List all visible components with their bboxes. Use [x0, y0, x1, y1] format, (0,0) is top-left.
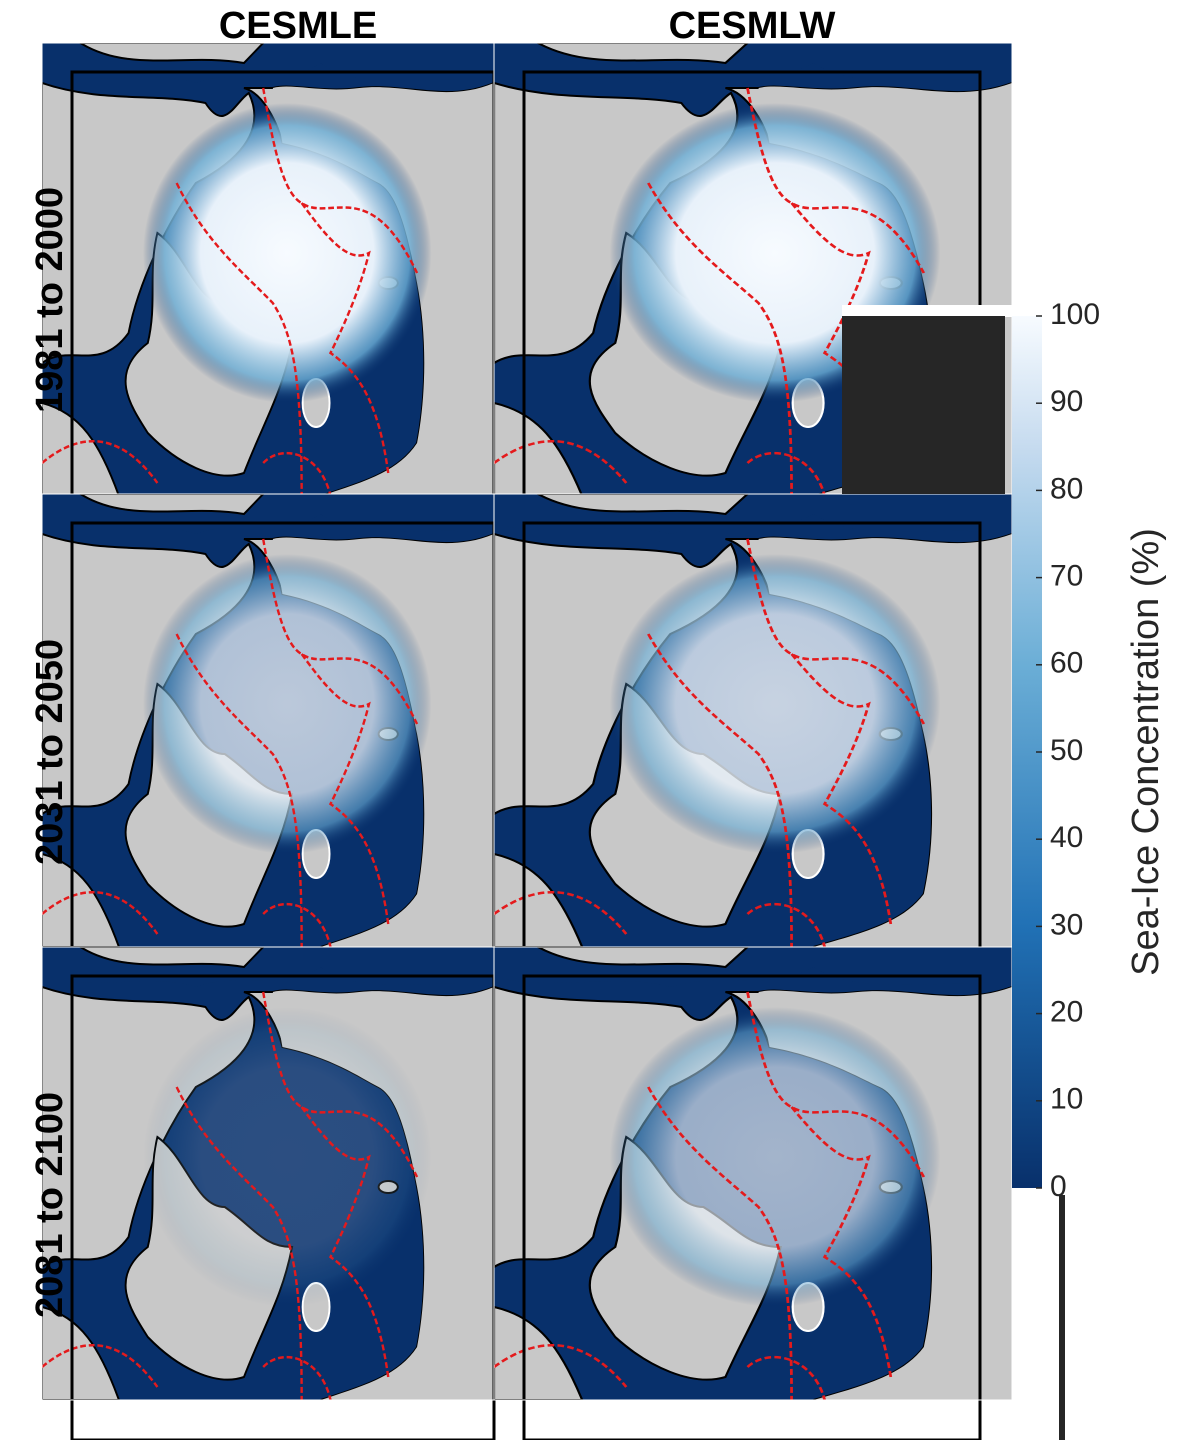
sea-ice — [610, 554, 941, 854]
map-panel — [494, 494, 1012, 949]
overlay — [842, 305, 1012, 317]
colorbar-tick-label: 10 — [1050, 1083, 1083, 1116]
column-title: CESMLE — [219, 5, 377, 47]
map — [494, 947, 1012, 1400]
colorbar-tick-label: 50 — [1050, 734, 1083, 767]
map-panels — [42, 43, 1012, 1440]
map — [42, 947, 494, 1400]
overlay — [842, 316, 1005, 494]
row-label: 1981 to 2000 — [29, 187, 71, 413]
map-panel — [494, 947, 1012, 1440]
sea-ice — [143, 1007, 432, 1307]
colorbar-tick-label: 60 — [1050, 647, 1083, 680]
map-panel — [42, 947, 494, 1440]
map-panel — [42, 494, 494, 949]
colorbar-tick-label: 90 — [1050, 385, 1083, 418]
column-title: CESMLW — [669, 5, 836, 47]
map — [494, 494, 1012, 947]
row-label: 2081 to 2100 — [29, 1092, 71, 1318]
map-panel — [42, 43, 494, 498]
sea-ice — [143, 103, 432, 403]
figure: CESMLE CESMLW 1981 to 2000 2031 to 2050 … — [0, 0, 1183, 1440]
map — [42, 43, 494, 496]
row-label: 2031 to 2050 — [29, 639, 71, 865]
colorbar-tick-label: 80 — [1050, 472, 1083, 505]
colorbar-tick-label: 30 — [1050, 908, 1083, 941]
map — [42, 494, 494, 947]
sea-ice — [610, 1007, 941, 1307]
colorbar-tick-label: 70 — [1050, 560, 1083, 593]
colorbar-tick-label: 0 — [1050, 1170, 1067, 1203]
sea-ice — [143, 554, 432, 854]
colorbar-tick-label: 40 — [1050, 821, 1083, 854]
colorbar-tick-label: 20 — [1050, 996, 1083, 1029]
colorbar-tick-label: 100 — [1050, 298, 1100, 331]
colorbar-label: Sea-Ice Concentration (%) — [1125, 528, 1167, 976]
